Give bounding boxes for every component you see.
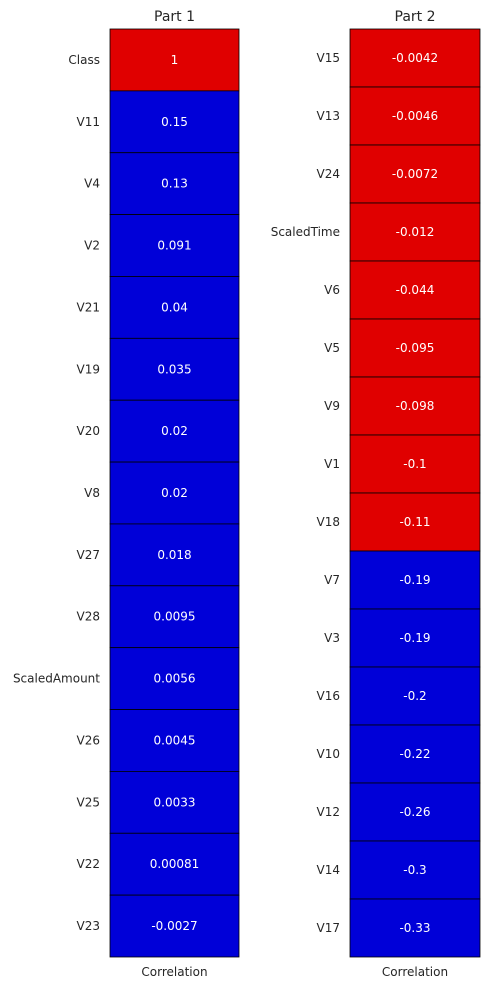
heatmap-cell-V28 — [109, 585, 240, 649]
cell-value-V22: 0.00081 — [150, 857, 200, 871]
cell-value-V12: -0.26 — [399, 805, 430, 819]
heatmap-cell-Class — [109, 28, 240, 92]
cell-value-V26: 0.0045 — [154, 733, 196, 747]
row-label-V22: V22 — [77, 857, 100, 871]
heatmap-cell-V2 — [109, 214, 240, 277]
cell-value-V14: -0.3 — [403, 863, 426, 877]
heatmap-cell-V25 — [109, 771, 240, 834]
row-label-V12: V12 — [317, 805, 340, 819]
heatmap-cell-V19 — [109, 337, 240, 401]
heatmap-cell-ScaledTime — [349, 202, 481, 262]
heatmap-cell-V3 — [349, 608, 481, 668]
cell-value-V7: -0.19 — [399, 573, 430, 587]
row-label-V19: V19 — [77, 362, 100, 376]
heatmap-cell-V23 — [109, 894, 240, 958]
cell-value-Class: 1 — [171, 53, 179, 67]
row-label-V27: V27 — [77, 548, 100, 562]
cell-value-V27: 0.018 — [157, 548, 191, 562]
cell-value-V19: 0.035 — [157, 362, 191, 376]
heatmap-cell-V18 — [349, 492, 481, 552]
cell-value-V17: -0.33 — [399, 921, 430, 935]
row-label-ScaledTime: ScaledTime — [271, 225, 340, 239]
heatmap-cell-V15 — [349, 28, 481, 88]
x-axis-label-part-1: Correlation — [141, 965, 207, 979]
cell-value-V25: 0.0033 — [154, 795, 196, 809]
heatmap-cell-V6 — [349, 260, 481, 320]
chart-title-part-1: Part 1 — [154, 9, 195, 25]
row-label-V14: V14 — [317, 863, 340, 877]
heatmap-cell-V24 — [349, 144, 481, 204]
cell-value-ScaledAmount: 0.0056 — [154, 672, 196, 686]
row-label-V20: V20 — [77, 424, 100, 438]
row-label-V8: V8 — [84, 486, 100, 500]
cell-value-V6: -0.044 — [396, 283, 435, 297]
row-label-V23: V23 — [77, 919, 100, 933]
row-label-V26: V26 — [77, 733, 100, 747]
row-label-V28: V28 — [77, 610, 100, 624]
cell-value-V11: 0.15 — [161, 115, 188, 129]
cell-value-V24: -0.0072 — [392, 167, 438, 181]
row-label-V17: V17 — [317, 921, 340, 935]
cell-value-V20: 0.02 — [161, 424, 188, 438]
heatmap-cell-V9 — [349, 376, 481, 436]
row-label-V18: V18 — [317, 515, 340, 529]
heatmap-cell-V5 — [349, 318, 481, 378]
row-label-V10: V10 — [317, 747, 340, 761]
row-label-V11: V11 — [77, 115, 100, 129]
row-label-ScaledAmount: ScaledAmount — [13, 672, 100, 686]
heatmap-cell-V21 — [109, 276, 240, 339]
heatmap-cell-V16 — [349, 666, 481, 726]
cell-value-V1: -0.1 — [403, 457, 426, 471]
row-label-V16: V16 — [317, 689, 340, 703]
heatmap-cell-V7 — [349, 550, 481, 610]
x-axis-label-part-2: Correlation — [382, 965, 448, 979]
heatmap-cell-ScaledAmount — [109, 647, 240, 710]
row-label-V3: V3 — [324, 631, 340, 645]
row-label-V15: V15 — [317, 51, 340, 65]
chart-title-part-2: Part 2 — [395, 9, 436, 25]
cell-value-V15: -0.0042 — [392, 51, 438, 65]
heatmap-cell-V14 — [349, 840, 481, 900]
cell-value-V3: -0.19 — [399, 631, 430, 645]
row-label-V1: V1 — [324, 457, 340, 471]
row-label-V2: V2 — [84, 239, 100, 253]
heatmap-cell-V11 — [109, 90, 240, 154]
row-label-V13: V13 — [317, 109, 340, 123]
cell-value-V8: 0.02 — [161, 486, 188, 500]
row-label-V9: V9 — [324, 399, 340, 413]
row-label-V7: V7 — [324, 573, 340, 587]
cell-value-V5: -0.095 — [396, 341, 435, 355]
heatmap-cell-V8 — [109, 461, 240, 525]
cell-value-V2: 0.091 — [157, 239, 191, 253]
heatmap-cell-V17 — [349, 898, 481, 958]
cell-value-V16: -0.2 — [403, 689, 426, 703]
heatmap-cell-V26 — [109, 709, 240, 772]
cell-value-V4: 0.13 — [161, 177, 188, 191]
heatmap-cell-V13 — [349, 86, 481, 146]
row-label-V4: V4 — [84, 177, 100, 191]
cell-value-V21: 0.04 — [161, 300, 188, 314]
row-label-V24: V24 — [317, 167, 340, 181]
heatmap-cell-V22 — [109, 832, 240, 896]
heatmap-cell-V10 — [349, 724, 481, 784]
cell-value-V9: -0.098 — [396, 399, 435, 413]
cell-value-V28: 0.0095 — [154, 610, 196, 624]
cell-value-V23: -0.0027 — [151, 919, 197, 933]
heatmap-cell-V12 — [349, 782, 481, 842]
cell-value-V10: -0.22 — [399, 747, 430, 761]
row-label-V21: V21 — [77, 300, 100, 314]
cell-value-V13: -0.0046 — [392, 109, 438, 123]
row-label-V6: V6 — [324, 283, 340, 297]
cell-value-ScaledTime: -0.012 — [396, 225, 435, 239]
heatmap-cell-V4 — [109, 152, 240, 216]
heatmap-cell-V1 — [349, 434, 481, 494]
row-label-V5: V5 — [324, 341, 340, 355]
row-label-Class: Class — [68, 53, 100, 67]
cell-value-V18: -0.11 — [399, 515, 430, 529]
row-label-V25: V25 — [77, 795, 100, 809]
